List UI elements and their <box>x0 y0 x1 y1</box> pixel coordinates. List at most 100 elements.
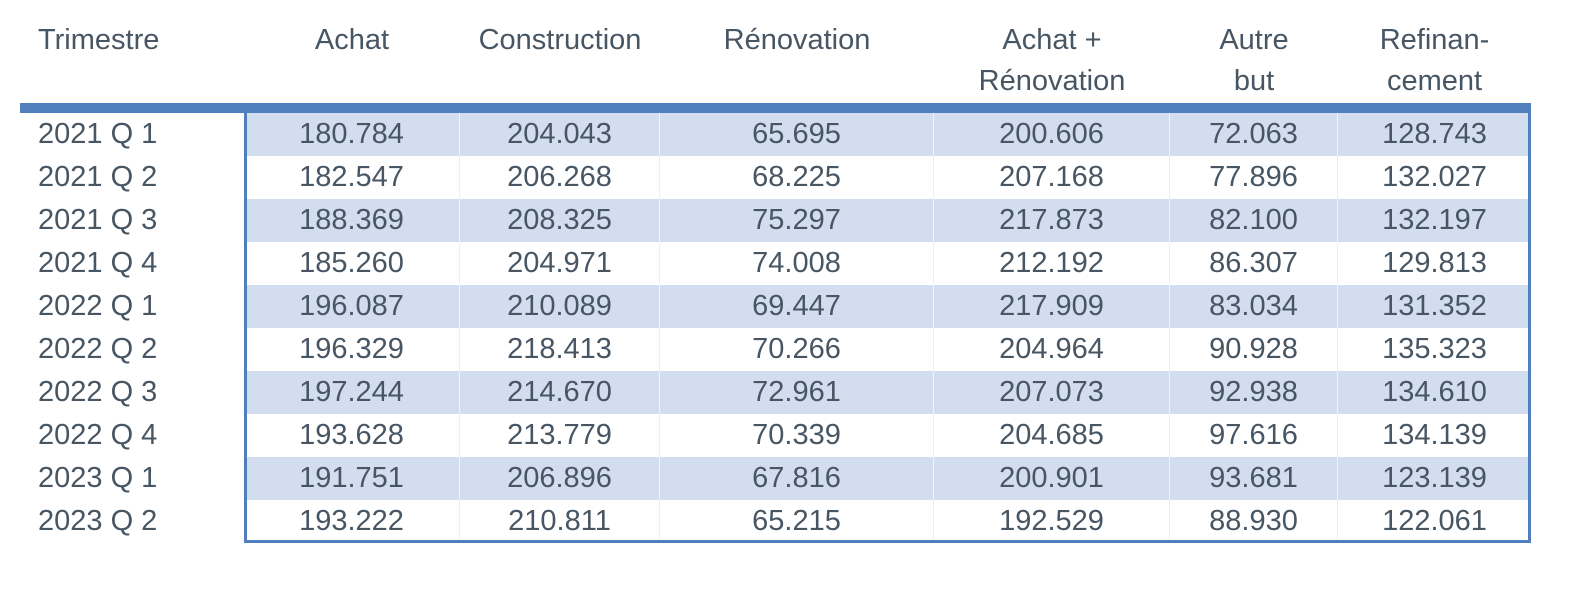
data-cell: 208.325 <box>460 199 660 242</box>
data-cell: 206.268 <box>460 156 660 199</box>
data-cell: 207.168 <box>934 156 1170 199</box>
data-cell: 200.606 <box>934 113 1170 156</box>
data-cell: 70.266 <box>660 328 934 371</box>
data-cell: 188.369 <box>244 199 460 242</box>
data-cell: 134.139 <box>1382 419 1487 451</box>
data-cell: 123.139 <box>1338 457 1531 500</box>
column-header-label: Construction <box>478 24 642 56</box>
row-label-cell: 2022 Q 1 <box>38 290 158 322</box>
data-cell: 65.215 <box>660 500 934 543</box>
column-header-trimestre: Trimestre <box>20 0 244 61</box>
column-header-achat: Achat <box>244 0 460 61</box>
data-cell: 182.547 <box>244 156 460 199</box>
table-row: 2023 Q 1 191.751 206.896 67.816 200.901 93.68… <box>20 457 1531 500</box>
column-header-label: Achat + <box>1002 24 1102 56</box>
data-cell: 68.225 <box>660 156 934 199</box>
column-header-label-line2: but <box>1233 65 1275 97</box>
data-cell: 83.034 <box>1170 285 1338 328</box>
column-header-label: Trimestre <box>38 24 160 56</box>
data-cell: 129.813 <box>1382 247 1487 279</box>
data-cell: 214.670 <box>460 371 660 414</box>
column-header-label: Achat <box>314 24 390 56</box>
data-cell: 128.743 <box>1338 113 1531 156</box>
data-cell: 196.087 <box>244 285 460 328</box>
data-cell: 65.695 <box>660 113 934 156</box>
column-header-label: Rénovation <box>723 24 871 56</box>
table-row: 2021 Q 4 185.260 204.971 74.008 212.192 86.30… <box>20 242 1531 285</box>
column-header-renovation: Rénovation <box>660 0 934 61</box>
data-cell: 185.260 <box>244 242 460 285</box>
data-cell: 75.297 <box>660 199 934 242</box>
column-header-label-line2: Rénovation <box>978 65 1126 97</box>
column-header-label-line2: cement <box>1386 65 1483 97</box>
data-cell: 134.610 <box>1338 371 1531 414</box>
table-row: 2022 Q 3 197.244 214.670 72.961 207.073 92.93… <box>20 371 1531 414</box>
data-cell: 74.008 <box>660 242 934 285</box>
table-body: 2021 Q 1 180.784 204.043 65.695 200.606 72.06… <box>20 113 1531 543</box>
row-label-cell: 2022 Q 4 <box>38 419 158 451</box>
data-cell: 67.816 <box>660 457 934 500</box>
data-cell: 204.043 <box>460 113 660 156</box>
header-divider-bar <box>20 103 1531 113</box>
column-header-autre-but: Autre but <box>1170 0 1338 102</box>
row-label-cell: 2021 Q 2 <box>38 161 158 193</box>
table-row: 2022 Q 4 193.628 213.779 70.339 204.685 97.61… <box>20 414 1531 457</box>
data-cell: 217.873 <box>934 199 1170 242</box>
data-cell: 132.027 <box>1382 161 1487 193</box>
data-cell: 132.197 <box>1338 199 1531 242</box>
data-cell: 192.529 <box>934 500 1170 543</box>
data-cell: 204.971 <box>460 242 660 285</box>
table-header-row: Trimestre Achat Construction Rénovation … <box>20 0 1531 103</box>
row-label-cell: 2022 Q 2 <box>38 333 158 365</box>
data-cell: 135.323 <box>1382 333 1487 365</box>
column-header-label: Refinan- <box>1379 24 1490 56</box>
data-cell: 210.089 <box>460 285 660 328</box>
data-cell: 88.930 <box>1170 500 1338 543</box>
table-row: 2021 Q 3 188.369 208.325 75.297 217.873 82.10… <box>20 199 1531 242</box>
column-header-refinancement: Refinan- cement <box>1338 0 1531 102</box>
data-cell: 196.329 <box>244 328 460 371</box>
table-row: 2021 Q 1 180.784 204.043 65.695 200.606 72.06… <box>20 113 1531 156</box>
data-cell: 86.307 <box>1170 242 1338 285</box>
data-cell: 122.061 <box>1382 505 1487 537</box>
row-label-cell: 2023 Q 1 <box>38 462 158 494</box>
data-cell: 204.964 <box>934 328 1170 371</box>
data-cell: 217.909 <box>934 285 1170 328</box>
table-row: 2022 Q 2 196.329 218.413 70.266 204.964 90.92… <box>20 328 1531 371</box>
data-cell: 92.938 <box>1170 371 1338 414</box>
data-cell: 200.901 <box>934 457 1170 500</box>
column-header-achat-renovation: Achat + Rénovation <box>934 0 1170 102</box>
row-label-cell: 2021 Q 1 <box>38 118 158 150</box>
row-label-cell: 2021 Q 4 <box>38 247 158 279</box>
table-row: 2023 Q 2 193.222 210.811 65.215 192.529 88.93… <box>20 500 1531 543</box>
data-cell: 193.222 <box>244 500 460 543</box>
data-cell: 97.616 <box>1170 414 1338 457</box>
data-cell: 82.100 <box>1170 199 1338 242</box>
data-cell: 70.339 <box>660 414 934 457</box>
data-cell: 191.751 <box>244 457 460 500</box>
row-label-cell: 2023 Q 2 <box>38 505 158 537</box>
data-cell: 218.413 <box>460 328 660 371</box>
data-cell: 210.811 <box>460 500 660 543</box>
row-label-cell: 2022 Q 3 <box>38 376 158 408</box>
table-row: 2021 Q 2 182.547 206.268 68.225 207.168 77.89… <box>20 156 1531 199</box>
data-cell: 193.628 <box>244 414 460 457</box>
data-cell: 197.244 <box>244 371 460 414</box>
data-cell: 212.192 <box>934 242 1170 285</box>
data-cell: 206.896 <box>460 457 660 500</box>
data-cell: 69.447 <box>660 285 934 328</box>
data-cell: 204.685 <box>934 414 1170 457</box>
data-cell: 180.784 <box>244 113 460 156</box>
row-label-cell: 2021 Q 3 <box>38 204 158 236</box>
table-row: 2022 Q 1 196.087 210.089 69.447 217.909 83.03… <box>20 285 1531 328</box>
data-cell: 72.961 <box>660 371 934 414</box>
data-cell: 213.779 <box>460 414 660 457</box>
data-cell: 77.896 <box>1170 156 1338 199</box>
column-header-construction: Construction <box>460 0 660 61</box>
data-cell: 90.928 <box>1170 328 1338 371</box>
data-cell: 72.063 <box>1170 113 1338 156</box>
data-cell: 93.681 <box>1170 457 1338 500</box>
data-cell: 131.352 <box>1338 285 1531 328</box>
column-header-label: Autre <box>1219 24 1289 56</box>
